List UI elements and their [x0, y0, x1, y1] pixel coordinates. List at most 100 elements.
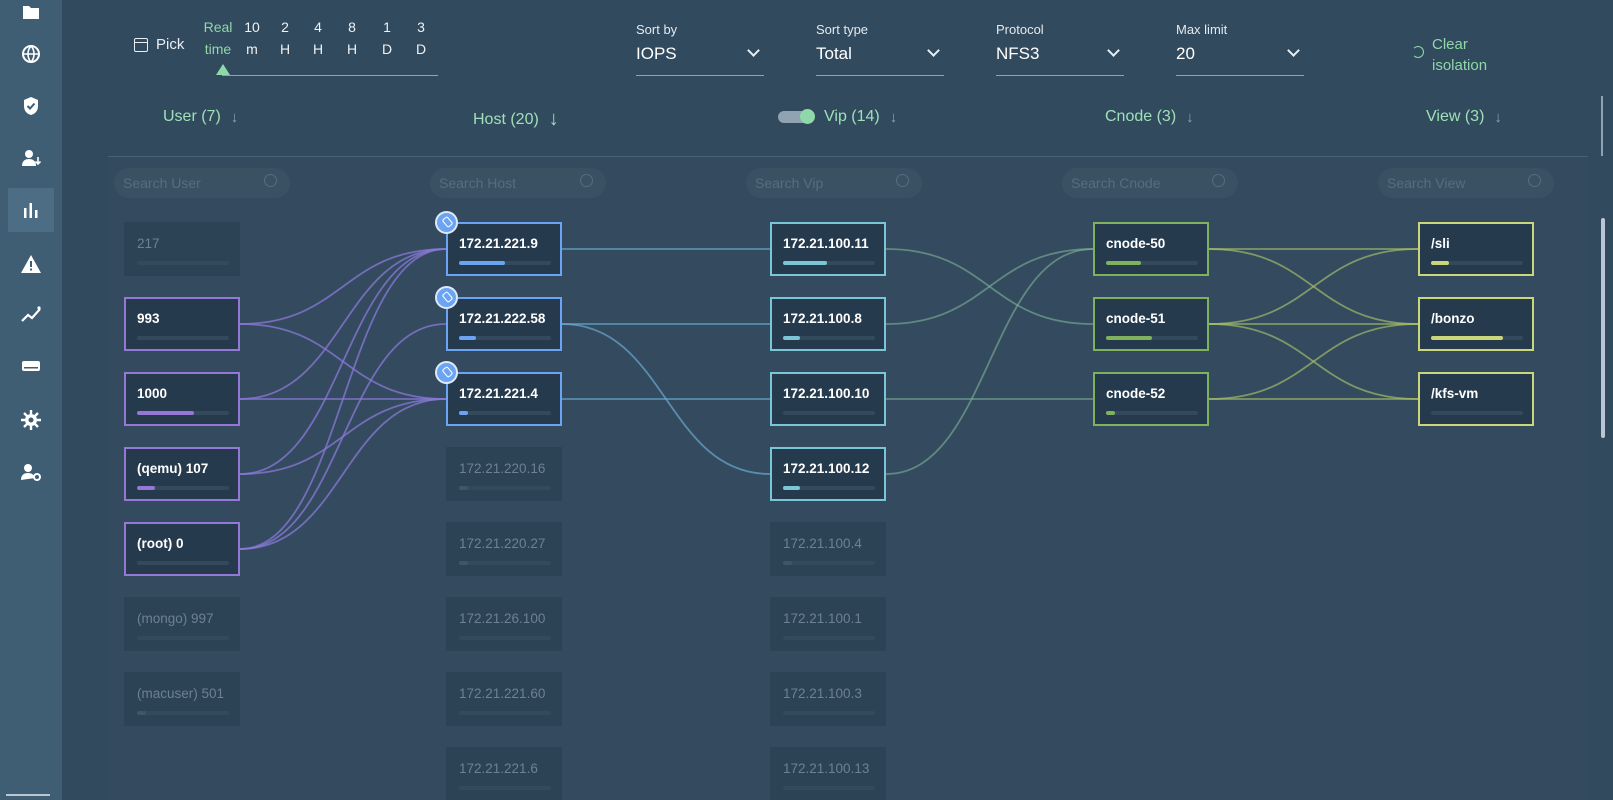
search-host-input[interactable] — [430, 168, 606, 198]
view-node[interactable]: /sli — [1418, 222, 1534, 276]
sort-type-dropdown[interactable]: Sort type Total — [816, 22, 944, 76]
shield-icon[interactable] — [8, 84, 54, 128]
vip-node[interactable]: 172.21.100.8 — [770, 297, 886, 351]
host-node[interactable]: 172.21.221.4 — [446, 372, 562, 426]
protocol-value: NFS3 — [996, 44, 1040, 63]
time-option[interactable]: 10 m — [237, 16, 267, 60]
user-node[interactable]: (qemu) 107 — [124, 447, 240, 501]
time-option[interactable]: Real time — [203, 16, 233, 60]
vip-node[interactable]: 172.21.100.3 — [770, 672, 886, 726]
calendar-icon — [134, 37, 148, 52]
sidebar — [0, 0, 62, 800]
gear-icon[interactable] — [8, 398, 54, 442]
sort-arrow-icon[interactable]: ↓ — [1186, 108, 1194, 126]
time-option-unit: time — [204, 41, 232, 57]
user-transfer-icon[interactable] — [8, 136, 54, 180]
search-user-input[interactable] — [114, 168, 290, 198]
storage-icon[interactable] — [8, 344, 54, 388]
header-divider — [108, 156, 1588, 157]
sort-arrow-icon[interactable]: ↓ — [230, 108, 239, 126]
usage-bar — [783, 411, 875, 415]
search-icon — [1212, 174, 1225, 187]
view-node[interactable]: /bonzo — [1418, 297, 1534, 351]
usage-bar-fill — [459, 561, 468, 565]
reset-icon[interactable] — [1412, 46, 1424, 58]
max-limit-dropdown[interactable]: Max limit 20 — [1176, 22, 1304, 76]
vip-node[interactable]: 172.21.100.13 — [770, 747, 886, 800]
trend-icon[interactable] — [8, 292, 54, 336]
vip-node-label: 172.21.100.10 — [783, 386, 870, 401]
user-node-label: (qemu) 107 — [137, 461, 209, 476]
usage-bar — [137, 411, 229, 415]
usage-bar-fill — [459, 486, 468, 490]
user-node[interactable]: 1000 — [124, 372, 240, 426]
sort-arrow-icon[interactable]: ↓ — [548, 108, 559, 130]
vip-node[interactable]: 172.21.100.1 — [770, 597, 886, 651]
user-node[interactable]: (macuser) 501 — [124, 672, 240, 726]
usage-bar — [783, 636, 875, 640]
pin-icon[interactable] — [435, 361, 458, 384]
column-header-user[interactable]: User (7) ↓ — [163, 108, 238, 126]
usage-bar — [1431, 336, 1523, 340]
user-node[interactable]: (mongo) 997 — [124, 597, 240, 651]
host-node[interactable]: 172.21.26.100 — [446, 597, 562, 651]
user-settings-icon[interactable] — [8, 450, 54, 494]
usage-bar — [137, 636, 229, 640]
column-header-vip[interactable]: Vip (14) ↓ — [778, 108, 897, 126]
pick-time-button[interactable]: Pick — [134, 36, 184, 53]
flow-link — [239, 323, 447, 550]
pin-icon[interactable] — [435, 211, 458, 234]
vip-node[interactable]: 172.21.100.4 — [770, 522, 886, 576]
host-node[interactable]: 172.21.221.6 — [446, 747, 562, 800]
column-header-cnode[interactable]: Cnode (3) ↓ — [1105, 108, 1194, 126]
clear-isolation-button[interactable]: Clear isolation — [1432, 34, 1487, 76]
time-slider-track[interactable] — [222, 75, 438, 76]
clear-isolation-line1: Clear — [1432, 36, 1468, 53]
vip-node[interactable]: 172.21.100.11 — [770, 222, 886, 276]
user-node[interactable]: 217 — [124, 222, 240, 276]
host-node[interactable]: 172.21.220.27 — [446, 522, 562, 576]
sort-by-dropdown[interactable]: Sort by IOPS — [636, 22, 764, 76]
cnode-node[interactable]: cnode-50 — [1093, 222, 1209, 276]
bar-chart-icon[interactable] — [8, 188, 54, 232]
time-slider-thumb[interactable] — [216, 64, 230, 75]
usage-bar — [459, 561, 551, 565]
view-node[interactable]: /kfs-vm — [1418, 372, 1534, 426]
folder-icon[interactable] — [8, 0, 54, 34]
sort-arrow-icon[interactable]: ↓ — [889, 108, 898, 126]
host-column-title: Host (20) — [473, 110, 539, 128]
sort-by-label: Sort by — [636, 22, 678, 37]
host-node[interactable]: 172.21.221.9 — [446, 222, 562, 276]
pin-icon[interactable] — [435, 286, 458, 309]
globe-icon[interactable] — [8, 32, 54, 76]
search-vip-input[interactable] — [746, 168, 922, 198]
column-header-view[interactable]: View (3) ↓ — [1426, 108, 1502, 126]
user-node[interactable]: (root) 0 — [124, 522, 240, 576]
vip-node[interactable]: 172.21.100.10 — [770, 372, 886, 426]
host-node[interactable]: 172.21.220.16 — [446, 447, 562, 501]
vip-node-label: 172.21.100.1 — [783, 611, 862, 626]
column-header-host[interactable]: Host (20) ↓ — [473, 108, 559, 131]
host-node[interactable]: 172.21.222.58 — [446, 297, 562, 351]
flow-link — [239, 248, 447, 325]
cnode-node[interactable]: cnode-51 — [1093, 297, 1209, 351]
scrollbar-thumb[interactable] — [1601, 218, 1605, 438]
vip-toggle-switch[interactable] — [778, 109, 815, 124]
scrollbar-track — [1601, 96, 1603, 156]
search-cnode-input[interactable] — [1062, 168, 1238, 198]
cnode-node[interactable]: cnode-52 — [1093, 372, 1209, 426]
vip-node[interactable]: 172.21.100.12 — [770, 447, 886, 501]
user-node[interactable]: 993 — [124, 297, 240, 351]
usage-bar-fill — [783, 336, 800, 340]
search-view-input[interactable] — [1378, 168, 1554, 198]
sort-arrow-icon[interactable]: ↓ — [1494, 108, 1502, 126]
host-node[interactable]: 172.21.221.60 — [446, 672, 562, 726]
protocol-dropdown[interactable]: Protocol NFS3 — [996, 22, 1124, 76]
usage-bar-fill — [783, 261, 827, 265]
warning-icon[interactable] — [8, 242, 54, 286]
